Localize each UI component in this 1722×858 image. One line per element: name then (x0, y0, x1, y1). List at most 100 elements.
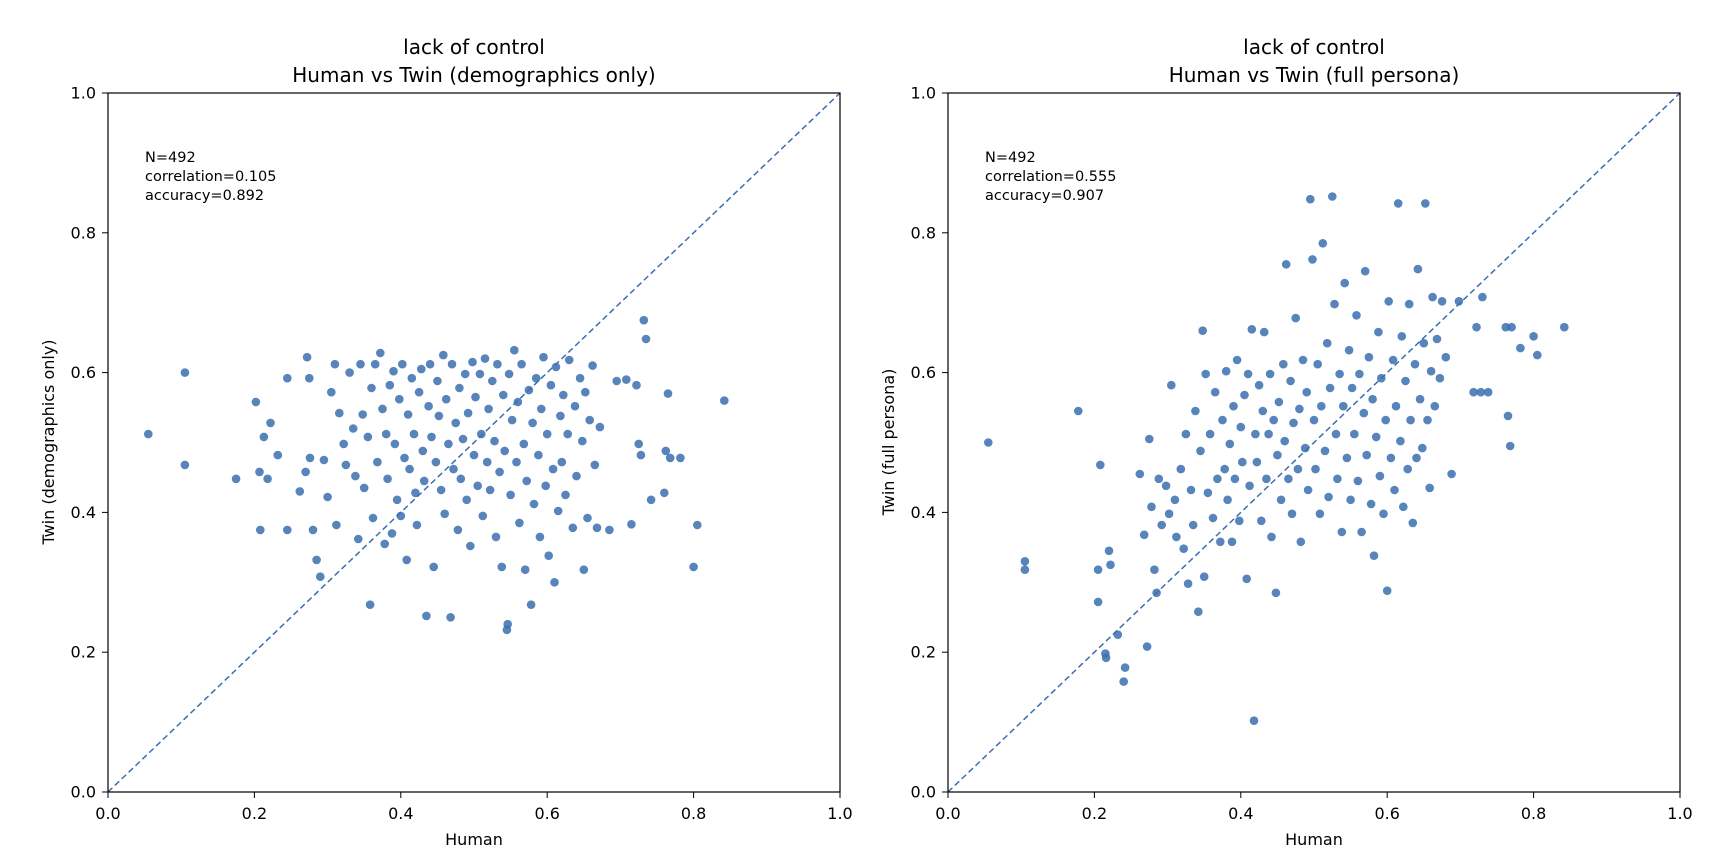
panel-left-scatter-point (590, 460, 600, 470)
panel-right-scatter-point (1533, 350, 1542, 360)
panel-left-scatter-point (403, 410, 413, 419)
panel-right-scatter-point (1218, 415, 1227, 425)
panel-left-scatter-point (469, 450, 479, 460)
panel-right-scatter-point (1179, 544, 1188, 553)
panel-left-scatter-point (424, 401, 433, 411)
panel-left-scatter-point (255, 467, 264, 477)
panel-left-scatter-point (316, 572, 325, 581)
panel-right-scatter-point (1238, 457, 1247, 467)
panel-right-scatter-point (1225, 439, 1235, 449)
panel-left-scatter-point (490, 436, 499, 446)
panel-left-scatter-point (402, 555, 412, 565)
panel-left-scatter-point (339, 439, 349, 449)
panel-right-title-line1: lack of control (1243, 35, 1385, 59)
panel-right-scatter-point (1295, 404, 1304, 414)
panel-left-scatter-point (634, 439, 643, 449)
panel-left-y-tick-label: 1.0 (71, 84, 96, 103)
panel-right-scatter-point (1249, 716, 1259, 725)
panel-right-scatter-point (1331, 429, 1341, 439)
panel-right-scatter-point (1324, 492, 1333, 502)
panel-right-scatter-point (1406, 415, 1415, 425)
panel-right-scatter-point (1267, 532, 1276, 542)
panel-right-scatter-point (1271, 588, 1281, 598)
panel-left-scatter-point (356, 359, 365, 369)
panel-left-scatter-point (359, 483, 369, 493)
panel-right-scatter-point (1262, 474, 1271, 484)
panel-right-scatter-point (1529, 332, 1538, 341)
panel-right-scatter-point (1328, 192, 1337, 201)
panel-right-scatter-point (1106, 560, 1115, 570)
panel-right-scatter-point (1227, 537, 1237, 547)
panel-right-scatter-point (1235, 516, 1244, 526)
panel-right-scatter-point (1245, 481, 1254, 491)
panel-left-scatter-point (180, 460, 190, 470)
panel-left-scatter-point (419, 476, 429, 486)
panel-right-title-line2: Human vs Twin (full persona) (1169, 63, 1460, 87)
panel-right-scatter-point (1472, 322, 1481, 332)
panel-left-scatter-point (447, 359, 457, 369)
panel-left-scatter-point (458, 434, 468, 444)
panel-left-scatter-point (478, 511, 488, 521)
panel-left-scatter-point (588, 361, 597, 370)
panel-left-scatter-point (510, 345, 519, 355)
panel-left-scatter-point (485, 485, 495, 495)
panel-left-scatter-point (385, 380, 395, 390)
panel-left-scatter-point (581, 387, 590, 397)
panel-right-scatter-point (1306, 194, 1315, 204)
panel-right-scatter-point (1352, 311, 1361, 320)
panel-left-scatter-point (493, 359, 502, 369)
panel-right-scatter-point (1303, 485, 1313, 495)
panel-right-scatter-point (1170, 495, 1180, 505)
panel-left-scatter-point (251, 397, 261, 407)
panel-left-scatter-point (462, 495, 472, 505)
panel-right-scatter-point (1346, 495, 1355, 505)
panel-left-scatter-point (283, 525, 292, 535)
panel-right-scatter-point (1374, 327, 1383, 337)
panel-right-scatter-point (1150, 565, 1159, 574)
panel-left-scatter-point (531, 373, 541, 383)
panel-left-scatter-point (534, 450, 543, 460)
panel-right-scatter-point (1142, 642, 1152, 651)
panel-left-scatter-point (583, 513, 592, 523)
panel-left-scatter-point (345, 368, 354, 377)
panel-right-scatter-point (1279, 359, 1288, 369)
panel-left-scatter-point (460, 369, 470, 379)
panel-left-scatter-point (512, 457, 521, 467)
panel-left-scatter-point (312, 555, 321, 565)
panel-left-scatter-point (407, 373, 417, 383)
panel-right-scatter-point (1435, 373, 1445, 383)
panel-right-scatter-point (1196, 446, 1205, 456)
panel-right-scatter-point (1251, 429, 1260, 439)
panel-left-scatter-point (639, 315, 649, 325)
panel-left-stat-correlation: correlation=0.105 (145, 169, 276, 185)
panel-right-scatter-point (1419, 338, 1429, 348)
panel-right-scatter-point (1337, 527, 1347, 537)
panel-left-scatter-point (575, 373, 585, 383)
panel-left-scatter-point (646, 495, 656, 505)
panel-right-scatter-point (1161, 481, 1171, 491)
panel-left-scatter-point (568, 523, 578, 533)
panel-left-scatter-point (636, 450, 646, 460)
panel-right-scatter-point (1240, 390, 1249, 400)
panel-right-scatter-point (1230, 474, 1240, 484)
panel-left-scatter-point (466, 541, 475, 551)
panel-right-y-tick-label: 0.6 (911, 363, 936, 382)
panel-left-scatter-point (482, 457, 492, 467)
panel-left-scatter-point (522, 476, 531, 486)
panel-left-plot-area (102, 92, 841, 798)
panel-right-scatter-point (1320, 446, 1330, 456)
panel-left-scatter-point (439, 350, 448, 360)
panel-right-scatter-point (1243, 369, 1253, 379)
panel-right-scatter-point (1311, 464, 1320, 474)
panel-left-scatter-point (263, 474, 272, 484)
panel-left-scatter-point (676, 453, 685, 463)
panel-left-scatter-point (548, 464, 558, 474)
panel-left-scatter-point (506, 490, 515, 500)
panel-left-scatter-point (302, 352, 312, 362)
panel-left-scatter-point (473, 481, 483, 491)
panel-left-scatter-point (380, 539, 390, 549)
panel-right-scatter-point (1386, 453, 1396, 463)
panel-left-scatter-point (373, 457, 382, 467)
panel-right-x-tick-label: 0.0 (935, 804, 960, 823)
panel-right-scatter-point (1318, 239, 1328, 248)
